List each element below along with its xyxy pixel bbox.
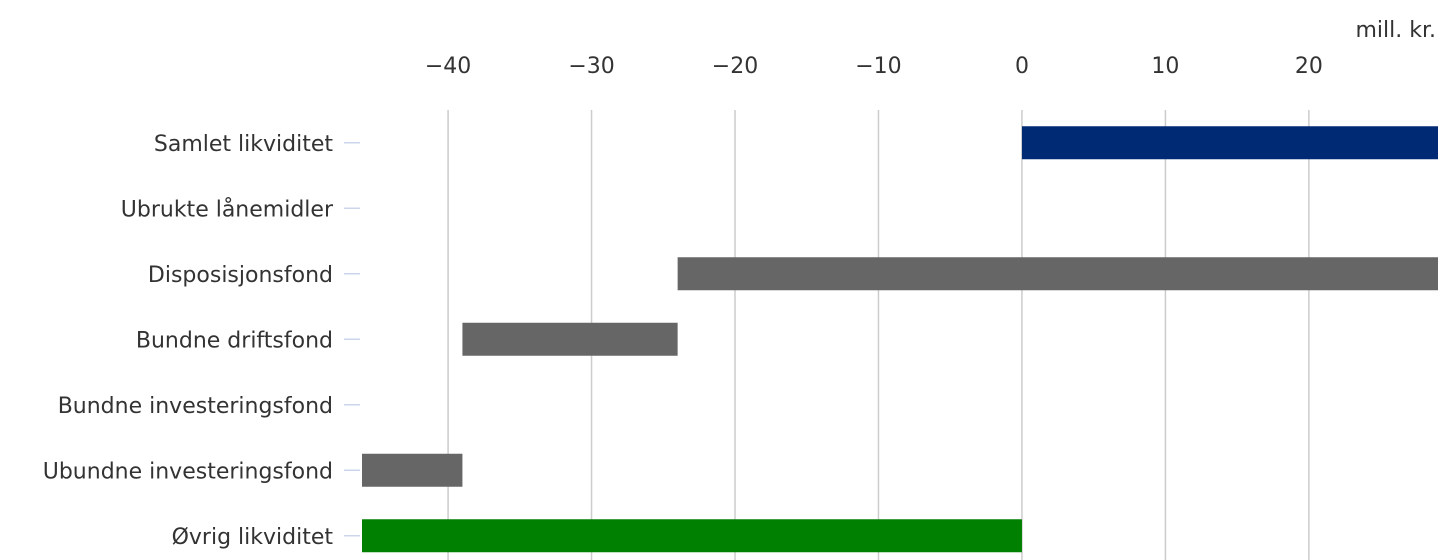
bar bbox=[677, 257, 1438, 291]
category-label: Disposisjonsfond bbox=[148, 263, 333, 288]
category-label: Øvrig likviditet bbox=[172, 525, 334, 550]
x-tick-label: 10 bbox=[1151, 54, 1179, 79]
unit-label: mill. kr. bbox=[1355, 18, 1436, 43]
bar bbox=[462, 322, 678, 356]
bars bbox=[362, 126, 1438, 553]
x-tick-label: −30 bbox=[568, 54, 614, 79]
bar bbox=[362, 453, 463, 487]
x-tick-label: −10 bbox=[855, 54, 901, 79]
x-tick-label: −40 bbox=[425, 54, 471, 79]
category-labels: Samlet likviditet Ubrukte lånemidler Dispo… bbox=[43, 132, 360, 550]
category-label: Bundne driftsfond bbox=[136, 328, 333, 353]
category-label: Ubundne investeringsfond bbox=[43, 459, 333, 484]
x-tick-label: −20 bbox=[712, 54, 758, 79]
category-label: Ubrukte lånemidler bbox=[121, 196, 334, 222]
category-label: Samlet likviditet bbox=[154, 132, 333, 157]
category-label: Bundne investeringsfond bbox=[58, 394, 333, 419]
x-tick-label: 20 bbox=[1295, 54, 1323, 79]
bar bbox=[362, 519, 1022, 553]
x-tick-labels: −40 −30 −20 −10 0 10 20 bbox=[425, 54, 1323, 79]
bar bbox=[1021, 126, 1438, 160]
grid-lines bbox=[447, 110, 1310, 560]
x-tick-label: 0 bbox=[1015, 54, 1029, 79]
